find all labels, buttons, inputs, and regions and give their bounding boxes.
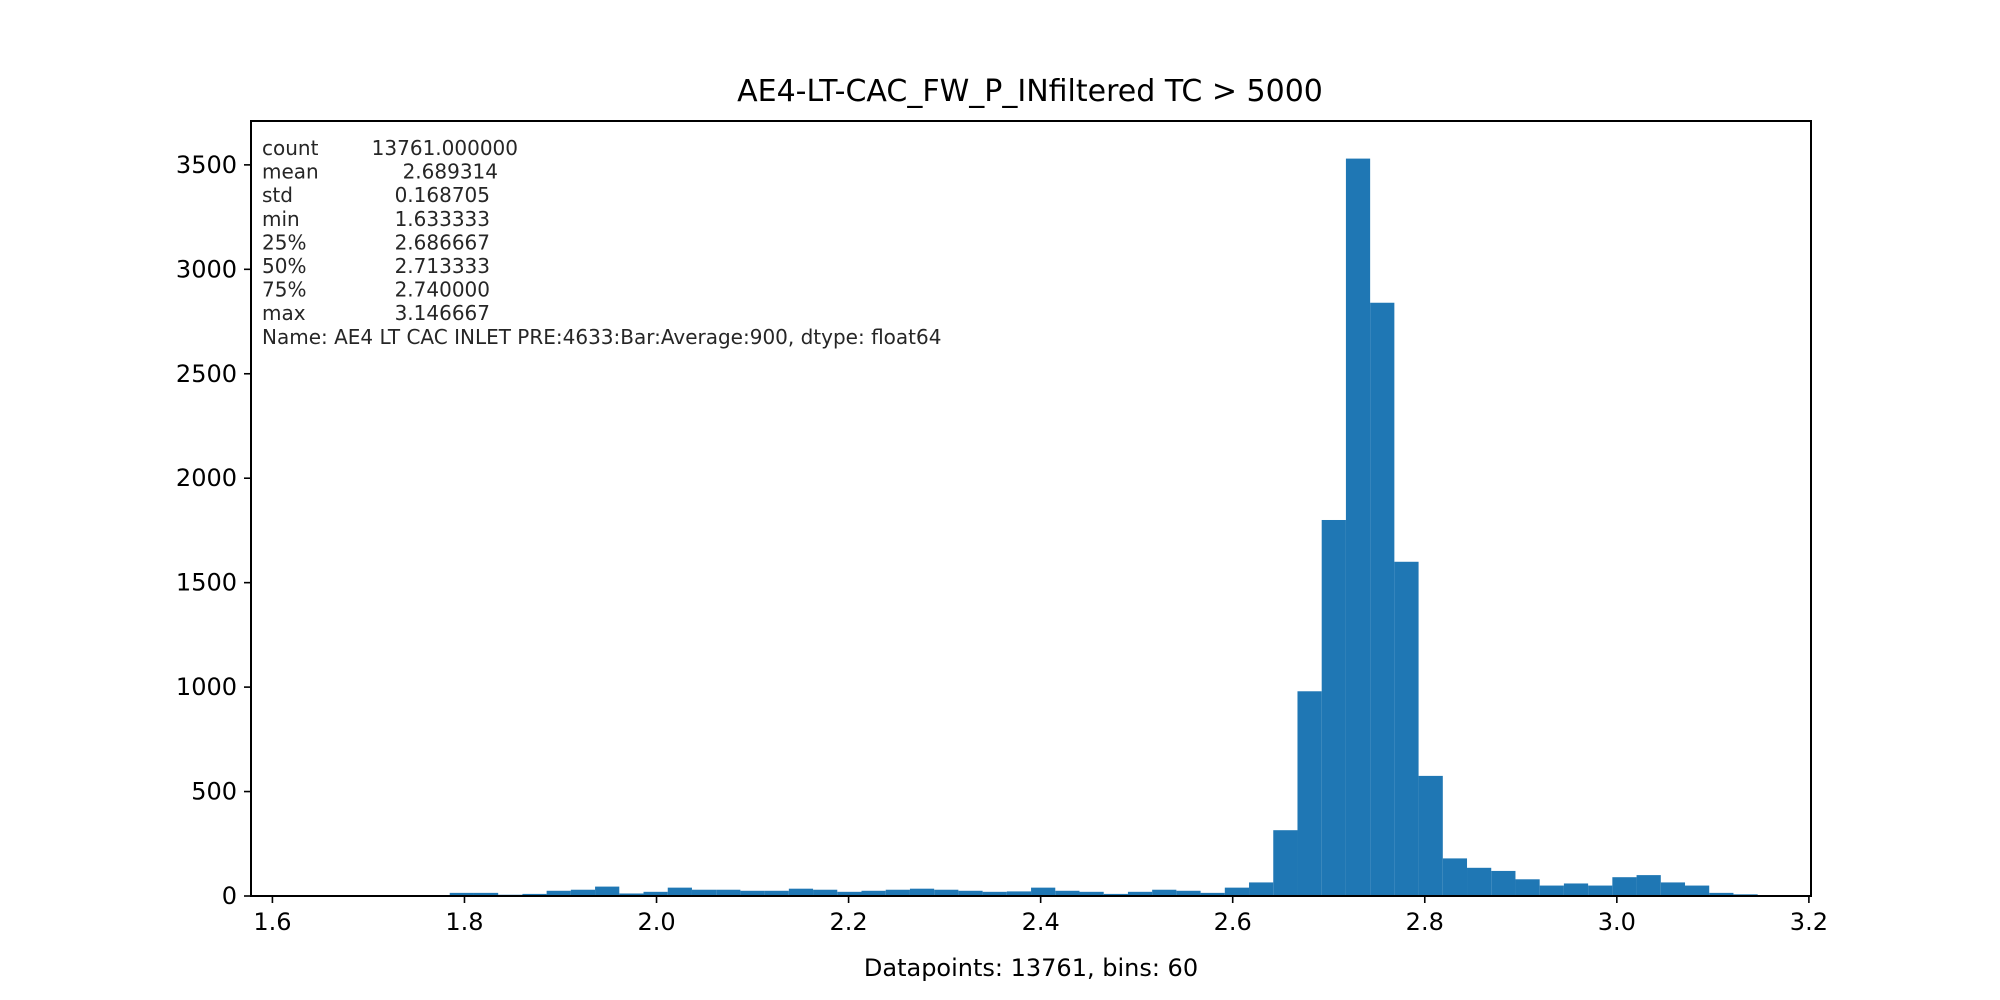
histogram-bar bbox=[691, 889, 717, 896]
histogram-bar bbox=[1224, 887, 1250, 896]
stats-key: count bbox=[262, 136, 319, 160]
histogram-bar bbox=[1152, 889, 1177, 896]
histogram-bar bbox=[788, 888, 814, 896]
histogram-bar bbox=[546, 890, 571, 896]
histogram-bar bbox=[1103, 893, 1128, 896]
histogram-bar bbox=[764, 890, 789, 896]
stats-value: 0.168705 bbox=[395, 183, 490, 207]
x-tick-label: 2.8 bbox=[1406, 908, 1444, 936]
histogram-bar bbox=[1273, 830, 1298, 896]
stats-key: max bbox=[262, 301, 306, 325]
histogram-bar bbox=[1418, 775, 1443, 896]
histogram-bar bbox=[1006, 891, 1032, 896]
histogram-bar bbox=[1031, 887, 1056, 896]
histogram-bar bbox=[958, 890, 983, 896]
x-tick-label: 2.6 bbox=[1214, 908, 1252, 936]
plot-area-frame bbox=[250, 120, 1812, 897]
histogram-bar bbox=[1297, 691, 1322, 896]
histogram-bar bbox=[1685, 885, 1710, 896]
histogram-bar bbox=[813, 889, 838, 896]
chart-title: AE4-LT-CAC_FW_P_INfiltered TC > 5000 bbox=[737, 74, 1323, 109]
x-tick-label: 3.2 bbox=[1790, 908, 1828, 936]
x-tick-label: 3.0 bbox=[1598, 908, 1636, 936]
histogram-bar bbox=[1612, 877, 1637, 896]
histogram-bar bbox=[837, 891, 862, 896]
stats-key: 75% bbox=[262, 278, 306, 302]
histogram-bar bbox=[643, 891, 668, 896]
histogram-bar bbox=[595, 886, 620, 896]
histogram-bar bbox=[1563, 883, 1589, 896]
histogram-bar bbox=[1394, 561, 1419, 896]
bars-group bbox=[449, 158, 1758, 897]
y-tick-label: 1000 bbox=[176, 673, 237, 701]
x-tick-label: 1.6 bbox=[253, 908, 291, 936]
histogram-bar bbox=[1515, 879, 1540, 896]
x-tick-label: 2.2 bbox=[830, 908, 868, 936]
x-tick-label: 1.8 bbox=[445, 908, 483, 936]
y-tick-label: 3500 bbox=[176, 151, 237, 179]
histogram-bar bbox=[861, 890, 886, 896]
histogram-bar bbox=[570, 889, 596, 896]
histogram-bar bbox=[1709, 892, 1734, 896]
histogram-bar bbox=[1055, 890, 1080, 896]
y-axis: 0 500 1000 1500 2000 2500 3000 3500 bbox=[176, 151, 251, 910]
histogram-bar bbox=[909, 888, 935, 896]
y-tick-label: 3000 bbox=[176, 255, 237, 283]
stats-key: 50% bbox=[262, 254, 306, 278]
histogram-bar bbox=[449, 892, 474, 896]
histogram-bar bbox=[1200, 892, 1225, 896]
histogram-bar bbox=[1588, 885, 1613, 896]
histogram-bar bbox=[1079, 891, 1104, 896]
histogram-bar bbox=[982, 891, 1007, 896]
stats-key: 25% bbox=[262, 230, 306, 254]
x-tick-label: 2.0 bbox=[637, 908, 675, 936]
stats-value: 1.633333 bbox=[395, 207, 490, 231]
y-tick-label: 2500 bbox=[176, 360, 237, 388]
histogram-bar bbox=[522, 893, 547, 896]
histogram-bar bbox=[716, 889, 741, 896]
histogram-bar bbox=[1176, 890, 1201, 896]
histogram-bar bbox=[740, 890, 765, 896]
stats-key: std bbox=[262, 183, 293, 207]
stats-value: 3.146667 bbox=[395, 301, 490, 325]
histogram-bar bbox=[473, 892, 499, 896]
stats-box: count 13761.000000 mean 2.689314 std 0.168705… bbox=[262, 136, 941, 349]
histogram-bar bbox=[1539, 885, 1564, 896]
y-tick-label: 500 bbox=[191, 778, 237, 806]
histogram-bar bbox=[1442, 858, 1468, 896]
x-axis: 1.6 1.8 2.0 2.2 2.4 2.6 2.8 3.0 3.2 bbox=[253, 896, 1828, 936]
stats-value: 2.713333 bbox=[395, 254, 490, 278]
histogram-bar bbox=[1345, 158, 1371, 897]
x-tick-label: 2.4 bbox=[1022, 908, 1060, 936]
y-tick-label: 0 bbox=[222, 882, 237, 910]
stats-footer: Name: AE4 LT CAC INLET PRE:4633:Bar:Aver… bbox=[262, 325, 941, 349]
y-tick-label: 2000 bbox=[176, 464, 237, 492]
x-axis-label: Datapoints: 13761, bins: 60 bbox=[864, 954, 1198, 982]
histogram-bar bbox=[1491, 870, 1516, 896]
histogram-bar bbox=[1249, 882, 1274, 896]
histogram-bar bbox=[1636, 875, 1661, 896]
histogram-bar bbox=[885, 889, 910, 896]
stats-value: 2.740000 bbox=[395, 278, 490, 302]
stats-value: 2.689314 bbox=[403, 160, 498, 184]
histogram-bar bbox=[1321, 519, 1346, 896]
histogram-bar bbox=[1370, 302, 1395, 896]
histogram-bar bbox=[619, 893, 644, 896]
histogram-bar bbox=[667, 887, 692, 896]
histogram-bar bbox=[1660, 882, 1686, 896]
histogram-bar bbox=[1467, 867, 1492, 896]
stats-key: mean bbox=[262, 160, 319, 184]
stats-value: 13761.000000 bbox=[372, 136, 518, 160]
histogram-bar bbox=[934, 889, 959, 896]
stats-value: 2.686667 bbox=[395, 230, 490, 254]
stats-key: min bbox=[262, 207, 300, 231]
y-tick-label: 1500 bbox=[176, 569, 237, 597]
histogram-bar bbox=[1127, 891, 1153, 896]
